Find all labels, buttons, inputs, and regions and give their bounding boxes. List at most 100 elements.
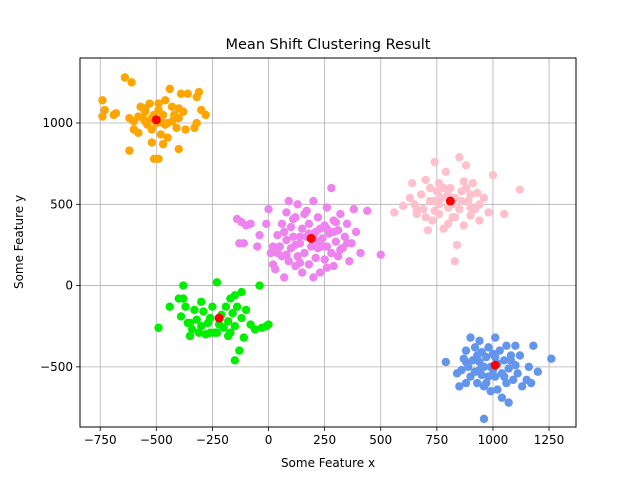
data-point	[297, 224, 307, 233]
data-point	[167, 102, 177, 111]
data-point	[120, 73, 130, 82]
data-point	[295, 258, 305, 268]
data-point	[428, 216, 437, 225]
data-point	[273, 230, 282, 240]
data-point	[376, 250, 385, 259]
data-point	[165, 84, 174, 94]
data-point	[246, 219, 255, 229]
data-point	[147, 138, 157, 147]
data-point	[407, 178, 417, 188]
data-point	[331, 237, 341, 246]
data-point	[280, 273, 289, 282]
data-point	[268, 242, 278, 251]
data-point	[459, 221, 468, 230]
data-point	[264, 204, 273, 214]
data-point	[466, 190, 475, 199]
data-point	[98, 96, 107, 105]
data-point	[192, 118, 201, 128]
data-point	[172, 123, 181, 133]
data-point	[329, 227, 338, 237]
data-point	[291, 240, 300, 250]
data-point	[262, 219, 271, 229]
data-point	[439, 183, 448, 193]
plot-area-frame	[79, 57, 577, 428]
data-point	[293, 200, 302, 209]
data-point	[333, 252, 343, 261]
data-point	[504, 398, 513, 407]
data-point	[446, 183, 455, 193]
data-point	[473, 188, 482, 198]
data-point	[230, 322, 240, 331]
data-point	[342, 219, 352, 229]
data-point	[181, 302, 190, 311]
data-point	[196, 322, 206, 331]
data-point	[457, 365, 466, 375]
data-point	[266, 248, 275, 258]
data-point	[284, 196, 293, 206]
data-point	[230, 356, 240, 365]
data-point	[329, 261, 338, 271]
data-point	[255, 281, 264, 290]
data-point	[443, 219, 453, 229]
data-point	[167, 117, 177, 126]
data-point	[473, 378, 482, 388]
data-point	[297, 268, 307, 277]
data-point	[434, 200, 444, 209]
data-point	[264, 320, 273, 329]
data-point	[253, 242, 262, 251]
data-point	[228, 309, 237, 318]
y-tick-label: 500	[50, 197, 73, 211]
data-point	[342, 239, 352, 248]
data-point	[181, 125, 190, 134]
data-point	[185, 331, 195, 341]
cluster-center-point	[214, 313, 224, 323]
x-tick-label: 750	[425, 433, 448, 447]
data-point	[421, 175, 430, 185]
data-point	[482, 378, 491, 388]
data-point	[475, 365, 484, 375]
data-point	[351, 227, 361, 237]
data-point	[147, 125, 157, 134]
data-point	[165, 302, 174, 311]
data-point	[497, 393, 507, 402]
data-point	[221, 302, 231, 311]
data-point	[524, 362, 534, 372]
data-point	[282, 250, 291, 259]
data-point	[421, 213, 430, 222]
data-point	[390, 208, 399, 217]
chart-title: Mean Shift Clustering Result	[226, 37, 431, 53]
data-point	[461, 183, 471, 193]
data-point	[461, 357, 471, 367]
data-point	[313, 213, 323, 222]
x-tick-label: −250	[196, 433, 229, 447]
data-point	[482, 352, 491, 362]
data-point	[466, 333, 475, 342]
data-point	[459, 177, 468, 186]
data-point	[479, 193, 489, 202]
data-point	[98, 112, 107, 121]
y-tick-label: −500	[40, 360, 73, 374]
cluster-center-point	[445, 196, 455, 206]
data-point	[475, 200, 484, 209]
data-point	[223, 331, 233, 341]
data-point	[363, 206, 372, 216]
data-point	[100, 105, 109, 115]
data-point	[156, 130, 165, 139]
data-point	[349, 204, 359, 214]
data-point	[405, 193, 415, 202]
data-point	[475, 216, 484, 225]
data-point	[313, 237, 323, 246]
data-point	[277, 219, 287, 229]
data-point	[176, 312, 186, 321]
data-point	[205, 328, 215, 337]
data-point	[161, 96, 170, 105]
data-point	[280, 227, 289, 237]
data-point	[484, 208, 493, 217]
data-point	[179, 281, 188, 290]
data-point	[327, 183, 336, 193]
data-point	[304, 260, 314, 269]
data-point	[322, 203, 332, 212]
data-point	[302, 206, 311, 216]
data-point	[237, 313, 246, 323]
